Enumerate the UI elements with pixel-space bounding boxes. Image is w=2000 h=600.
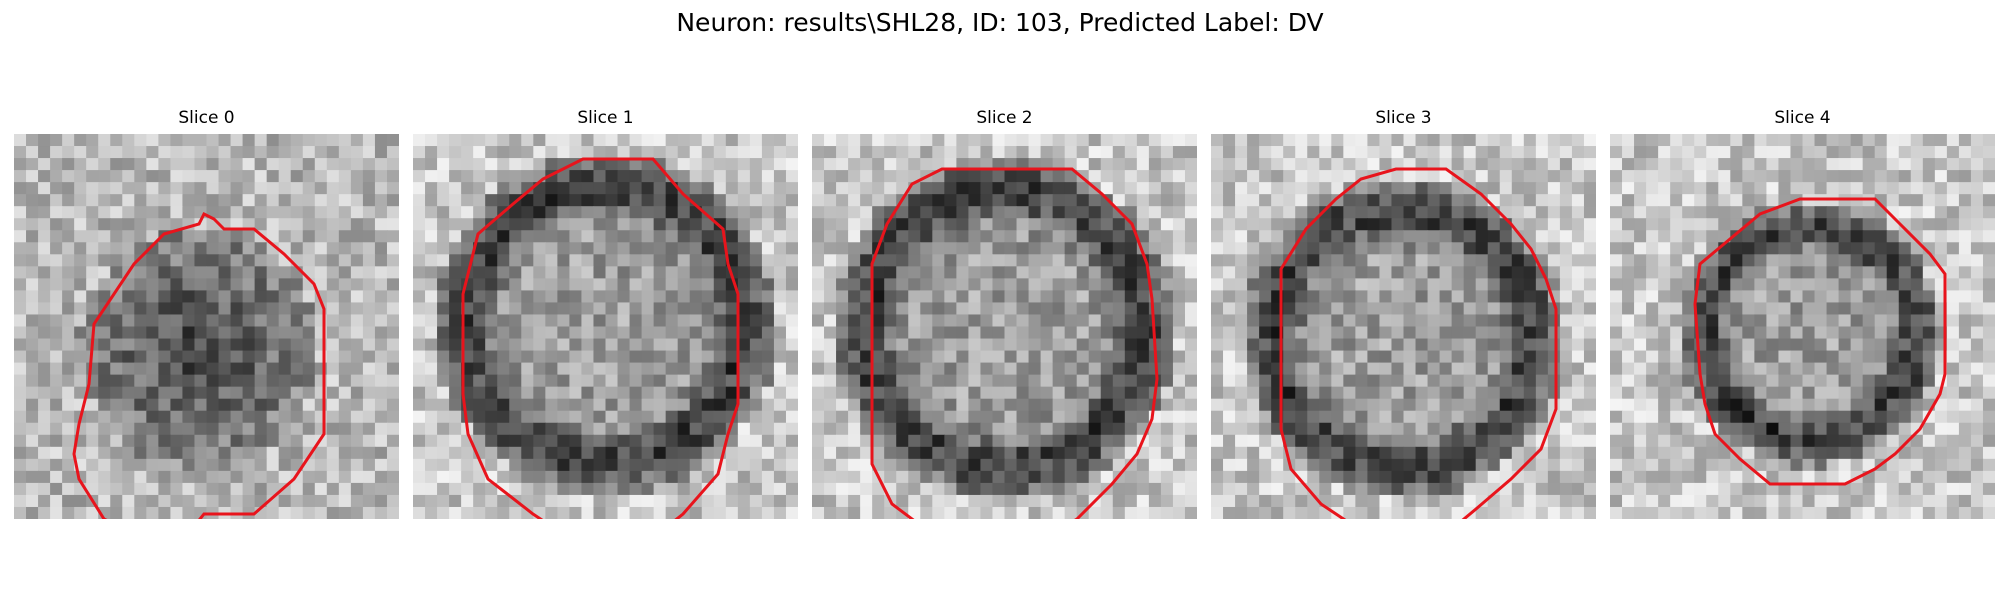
- slice-title-4: Slice 4: [1774, 108, 1831, 128]
- slice-image-1: [413, 134, 798, 519]
- roi-contour: [1279, 167, 1558, 519]
- slice-image-0: [14, 134, 399, 519]
- slice-title-1: Slice 1: [577, 108, 634, 128]
- roi-contour: [72, 211, 326, 519]
- slice-title-0: Slice 0: [178, 108, 235, 128]
- roi-contour: [870, 167, 1159, 519]
- figure-title: Neuron: results\SHL28, ID: 103, Predicte…: [676, 8, 1324, 37]
- slice-image-4: [1610, 134, 1995, 519]
- slice-title-3: Slice 3: [1375, 108, 1432, 128]
- slice-title-2: Slice 2: [976, 108, 1033, 128]
- slice-image-2: [812, 134, 1197, 519]
- roi-contour: [461, 157, 740, 519]
- roi-contour: [1693, 197, 1947, 486]
- slice-image-3: [1211, 134, 1596, 519]
